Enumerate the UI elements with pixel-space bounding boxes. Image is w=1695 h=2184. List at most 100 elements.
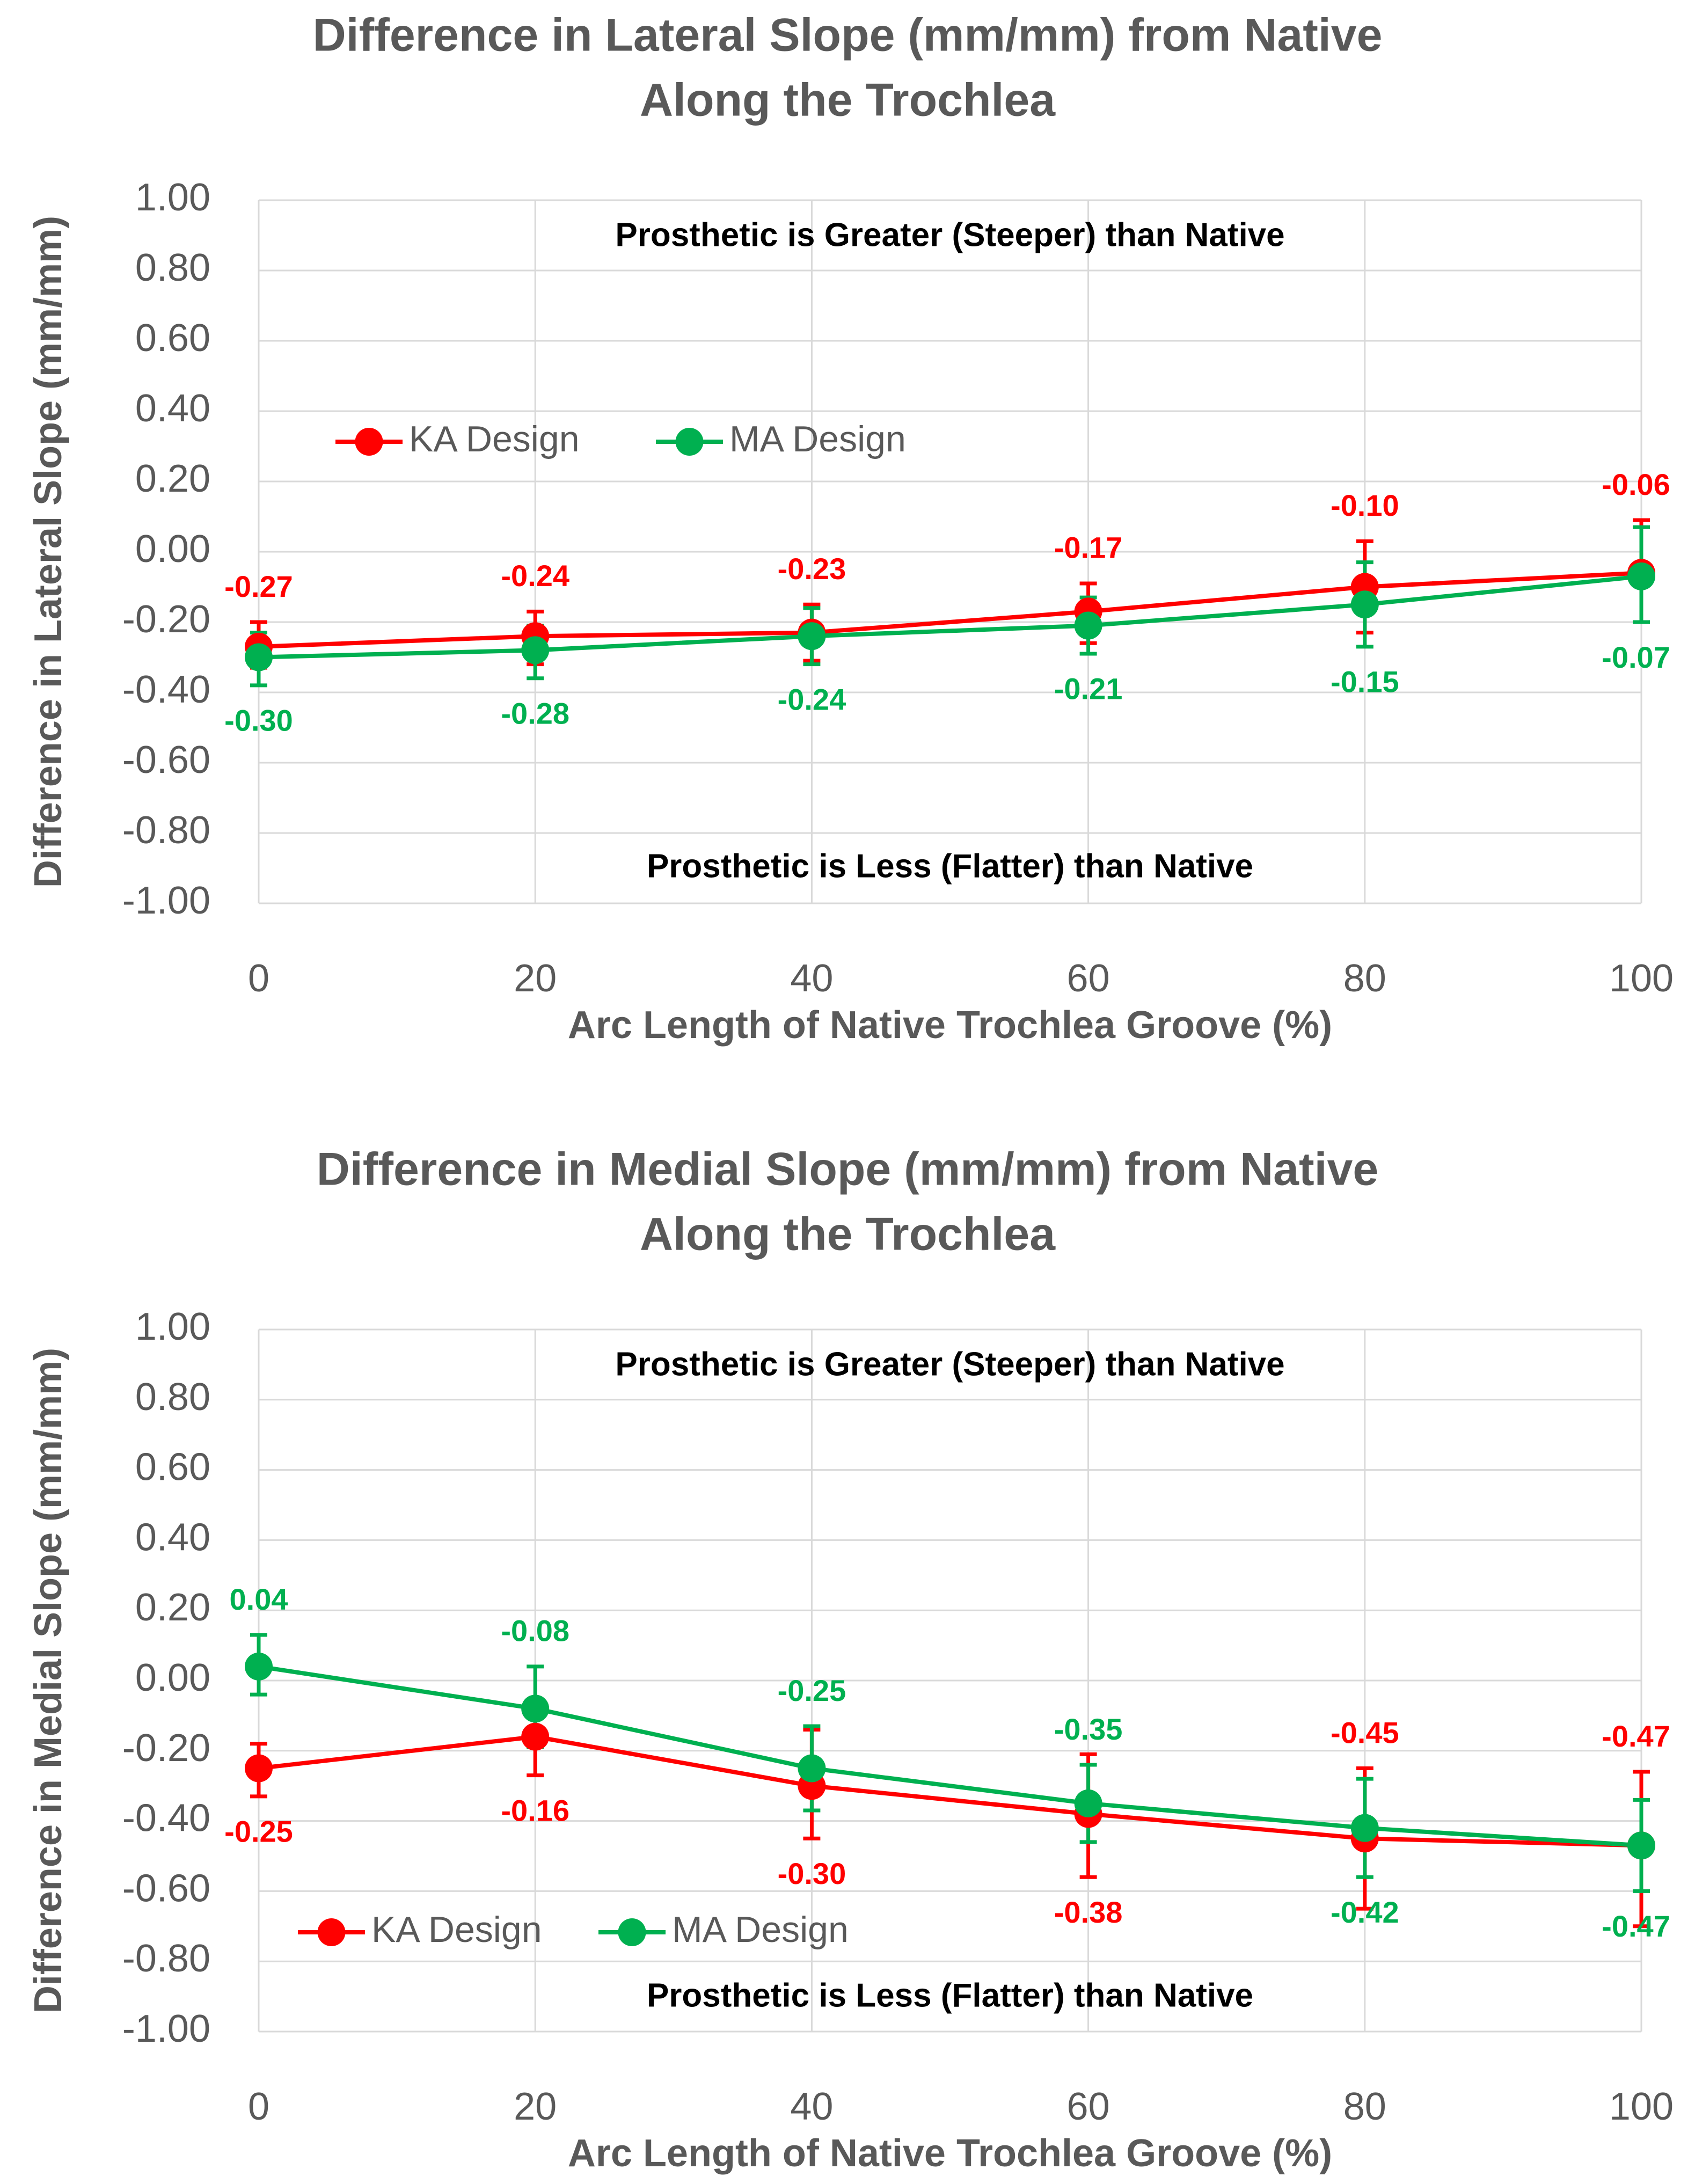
data-point-ka xyxy=(521,1722,550,1751)
data-point-ma xyxy=(798,1754,826,1783)
legend-marker xyxy=(317,1918,346,1946)
x-tick-label: 0 xyxy=(248,2085,269,2128)
data-label-ma: -0.07 xyxy=(1602,640,1670,674)
chart-title-line-1: Difference in Lateral Slope (mm/mm) from… xyxy=(313,10,1383,61)
data-point-ma xyxy=(1074,611,1102,640)
legend-entry-ka: KA Design xyxy=(298,1909,542,1950)
y-tick-label: 0.20 xyxy=(135,457,210,500)
y-tick-label: 0.40 xyxy=(135,387,210,430)
data-point-ma xyxy=(245,1652,273,1681)
data-point-ma xyxy=(1074,1789,1102,1817)
y-axis-title: Difference in Lateral Slope (mm/mm) xyxy=(27,216,70,888)
y-tick-label: 0.80 xyxy=(135,1376,210,1419)
y-tick-label: 0.00 xyxy=(135,1656,210,1699)
y-tick-label: -0.80 xyxy=(122,809,210,852)
series-line xyxy=(258,571,1642,649)
y-tick-label: 0.60 xyxy=(135,1446,210,1489)
y-tick-label: -0.20 xyxy=(122,1727,210,1770)
chart-panel-2: Difference in Medial Slope (mm/mm) from … xyxy=(27,1144,1674,2175)
y-tick-label: -0.40 xyxy=(122,1797,210,1840)
data-label-ma: -0.30 xyxy=(224,704,293,737)
data-label-ka: -0.47 xyxy=(1602,1719,1670,1753)
y-tick-label: 0.80 xyxy=(135,246,210,289)
x-tick-label: 80 xyxy=(1343,2085,1386,2128)
data-label-ma: -0.35 xyxy=(1054,1712,1123,1746)
legend-label: MA Design xyxy=(672,1909,849,1950)
annotation-less: Prosthetic is Less (Flatter) than Native xyxy=(647,848,1253,885)
data-label-ka: -0.10 xyxy=(1331,488,1399,522)
chart-title-line-2: Along the Trochlea xyxy=(640,75,1056,126)
annotation-greater: Prosthetic is Greater (Steeper) than Nat… xyxy=(615,1346,1284,1383)
data-label-ka: -0.27 xyxy=(224,569,293,603)
data-label-ma: -0.47 xyxy=(1602,1909,1670,1943)
x-tick-label: 0 xyxy=(248,957,269,1000)
data-label-ma: -0.24 xyxy=(778,682,846,716)
data-label-ma: -0.28 xyxy=(501,697,569,731)
series-ka xyxy=(250,1699,1650,1929)
y-tick-label: -0.60 xyxy=(122,1867,210,1910)
x-tick-label: 100 xyxy=(1609,957,1674,1000)
data-label-ma: 0.04 xyxy=(230,1582,288,1616)
legend-entry-ma: MA Design xyxy=(656,419,906,459)
y-tick-label: -0.40 xyxy=(122,668,210,711)
legend-marker xyxy=(355,428,383,456)
y-tick-label: 0.00 xyxy=(135,528,210,571)
series-ma xyxy=(250,525,1650,688)
y-tick-label: 0.20 xyxy=(135,1586,210,1629)
legend-marker xyxy=(618,1918,646,1946)
data-label-ka: -0.38 xyxy=(1054,1895,1123,1929)
data-label-ka: -0.25 xyxy=(224,1815,293,1849)
annotation-greater: Prosthetic is Greater (Steeper) than Nat… xyxy=(615,216,1284,253)
data-point-ma xyxy=(1627,562,1655,590)
data-label-ka: -0.06 xyxy=(1602,468,1670,501)
data-label-ka: -0.24 xyxy=(501,559,569,593)
data-label-ma: -0.15 xyxy=(1331,665,1399,699)
data-point-ma xyxy=(521,636,550,664)
data-label-ma: -0.21 xyxy=(1054,672,1123,706)
data-label-ma: -0.25 xyxy=(778,1674,846,1707)
legend-entry-ka: KA Design xyxy=(335,419,580,459)
y-tick-label: -1.00 xyxy=(122,2007,210,2050)
y-axis-title: Difference in Medial Slope (mm/mm) xyxy=(27,1348,70,2013)
x-tick-label: 60 xyxy=(1067,957,1110,1000)
data-label-ka: -0.16 xyxy=(501,1793,569,1827)
chart-title-line-1: Difference in Medial Slope (mm/mm) from … xyxy=(317,1144,1378,1195)
series-line xyxy=(258,574,1642,660)
legend-label: KA Design xyxy=(409,419,580,459)
data-point-ma xyxy=(1627,1831,1655,1860)
data-label-ma: -0.42 xyxy=(1331,1895,1399,1929)
x-tick-label: 40 xyxy=(790,2085,833,2128)
legend-marker xyxy=(675,428,704,456)
data-point-ma xyxy=(521,1694,550,1723)
x-axis-title: Arc Length of Native Trochlea Groove (%) xyxy=(568,1004,1332,1047)
data-point-ma xyxy=(798,622,826,651)
annotation-less: Prosthetic is Less (Flatter) than Native xyxy=(647,1977,1253,2014)
x-tick-label: 100 xyxy=(1609,2085,1674,2128)
x-tick-label: 20 xyxy=(514,2085,557,2128)
data-label-ka: -0.23 xyxy=(778,552,846,586)
legend-label: MA Design xyxy=(729,419,906,459)
y-tick-label: 1.00 xyxy=(135,1305,210,1348)
legend-entry-ma: MA Design xyxy=(598,1909,849,1950)
x-tick-label: 80 xyxy=(1343,957,1386,1000)
data-label-ka: -0.17 xyxy=(1054,531,1123,565)
data-point-ma xyxy=(1350,590,1379,619)
x-tick-label: 60 xyxy=(1067,2085,1110,2128)
legend-label: KA Design xyxy=(371,1909,542,1950)
data-label-ka: -0.45 xyxy=(1331,1715,1399,1749)
series-ka xyxy=(250,518,1650,670)
data-point-ma xyxy=(1350,1814,1379,1842)
x-axis-title: Arc Length of Native Trochlea Groove (%) xyxy=(568,2132,1332,2175)
y-tick-label: 0.60 xyxy=(135,317,210,360)
chart-title-line-2: Along the Trochlea xyxy=(640,1209,1056,1260)
chart-panel-1: Difference in Lateral Slope (mm/mm) from… xyxy=(27,10,1674,1047)
y-tick-label: -1.00 xyxy=(122,879,210,922)
y-tick-label: 1.00 xyxy=(135,176,210,219)
y-tick-label: -0.80 xyxy=(122,1937,210,1980)
y-tick-label: 0.40 xyxy=(135,1516,210,1559)
data-point-ka xyxy=(245,1754,273,1783)
series-line xyxy=(258,1664,1642,1848)
data-point-ma xyxy=(245,643,273,671)
data-label-ka: -0.30 xyxy=(778,1857,846,1890)
